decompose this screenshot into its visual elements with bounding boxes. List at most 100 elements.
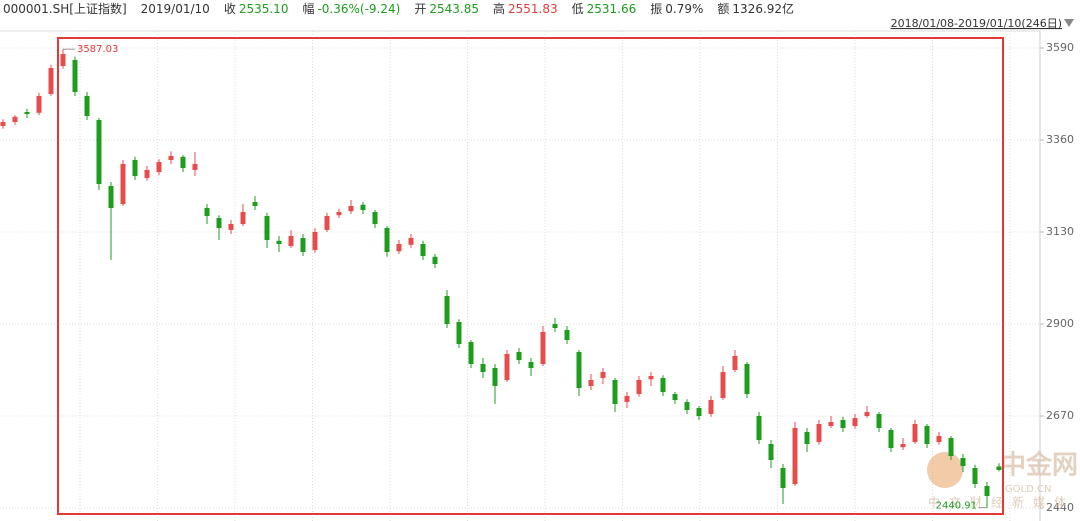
candle-body	[612, 380, 618, 404]
info-label: 额	[717, 2, 730, 16]
candle-body	[504, 354, 510, 380]
y-tick-label: 2670	[1046, 409, 1074, 422]
info-bar: 000001.SH[上证指数] 2019/01/10 收 2535.10 幅 -0.36%…	[3, 0, 794, 18]
info-item: 收 2535.10	[224, 0, 289, 18]
candle-body	[84, 96, 90, 116]
candle-body	[936, 436, 942, 442]
info-label: 2019/01/10	[140, 2, 210, 16]
candle-body	[48, 68, 54, 94]
candle-body	[552, 324, 558, 328]
info-item: 低 2531.66	[572, 0, 637, 18]
candle-body	[384, 228, 390, 252]
annotation: 2440.91	[936, 501, 977, 512]
candle-body	[360, 204, 366, 210]
candle-body	[960, 458, 966, 466]
candle-body	[24, 112, 30, 114]
candle-body	[912, 424, 918, 442]
candle-body	[480, 364, 486, 372]
y-tick-label: 3130	[1046, 225, 1074, 238]
candle-body	[180, 156, 186, 168]
info-value: 0.79%	[665, 2, 704, 16]
range-dropdown[interactable]	[1064, 19, 1074, 27]
candle-body	[672, 394, 678, 400]
candle-body	[816, 424, 822, 442]
highlight-box	[57, 37, 1004, 515]
candle-body	[624, 396, 630, 402]
candle-body	[348, 206, 354, 212]
candle-body	[996, 466, 1002, 470]
watermark: 中金网	[1000, 450, 1078, 481]
candle-body	[732, 356, 738, 370]
info-item: 2019/01/10	[141, 0, 210, 18]
candle-body	[600, 372, 606, 378]
candle-body	[924, 426, 930, 444]
candle-body	[36, 96, 42, 113]
candle-body	[516, 352, 522, 360]
candle-body	[420, 244, 426, 256]
info-value: 1326.92亿	[732, 2, 795, 16]
candle-body	[228, 224, 234, 230]
candle-body	[144, 170, 150, 178]
candle-body	[276, 240, 282, 244]
candle-body	[264, 216, 270, 240]
candle-body	[804, 432, 810, 444]
candle-body	[852, 418, 858, 426]
candle-body	[108, 186, 114, 208]
candle-body	[744, 364, 750, 394]
y-tick-label: 2900	[1046, 317, 1074, 330]
candle-body	[408, 238, 414, 245]
candle-body	[168, 156, 174, 160]
info-item: 振 0.79%	[650, 0, 703, 18]
candle-body	[72, 60, 78, 92]
candle-body	[96, 120, 102, 184]
candle-body	[288, 236, 294, 246]
candle-body	[648, 376, 654, 380]
info-item: 幅 -0.36%(-9.24)	[302, 0, 400, 18]
y-tick-label: 3360	[1046, 133, 1074, 146]
candle-body	[636, 380, 642, 394]
watermark: GOLD.CN	[1005, 484, 1052, 495]
candle-body	[840, 420, 846, 428]
candle-body	[528, 362, 534, 368]
info-value: -0.36%(-9.24)	[317, 2, 401, 16]
candle-body	[456, 322, 462, 344]
info-label: 000001.SH[上证指数]	[3, 2, 127, 16]
candle-body	[828, 422, 834, 426]
candle-body	[204, 208, 210, 216]
candle-body	[768, 444, 774, 460]
candle-body	[132, 160, 138, 176]
info-label: 高	[492, 2, 505, 16]
candle-body	[336, 212, 342, 216]
info-item: 000001.SH[上证指数]	[3, 0, 127, 18]
candle-body	[660, 378, 666, 392]
info-value: 2531.66	[586, 2, 637, 16]
info-item: 额 1326.92亿	[717, 0, 794, 18]
info-value: 2543.85	[429, 2, 479, 16]
candle-body	[948, 438, 954, 456]
info-label: 开	[414, 2, 427, 16]
candle-body	[588, 380, 594, 386]
candle-body	[564, 330, 570, 340]
candle-body	[780, 468, 786, 488]
candle-body	[900, 444, 906, 448]
candle-body	[240, 212, 246, 224]
candle-body	[684, 402, 690, 410]
info-item: 高 2551.83	[493, 0, 558, 18]
info-label: 收	[223, 2, 236, 16]
candle-body	[984, 486, 990, 496]
candle-body	[468, 342, 474, 364]
watermark-logo	[927, 452, 963, 488]
candle-body	[492, 368, 498, 386]
range-label[interactable]: 2018/01/08-2019/01/10(246日)	[891, 17, 1062, 30]
candle-body	[192, 164, 198, 170]
candle-body	[216, 218, 222, 228]
candle-body	[792, 428, 798, 484]
annotation: 3587.03	[77, 44, 118, 55]
candle-body	[864, 412, 870, 416]
candle-body	[156, 162, 162, 172]
candle-body	[696, 408, 702, 416]
candle-body	[300, 238, 306, 252]
candle-body	[972, 468, 978, 484]
